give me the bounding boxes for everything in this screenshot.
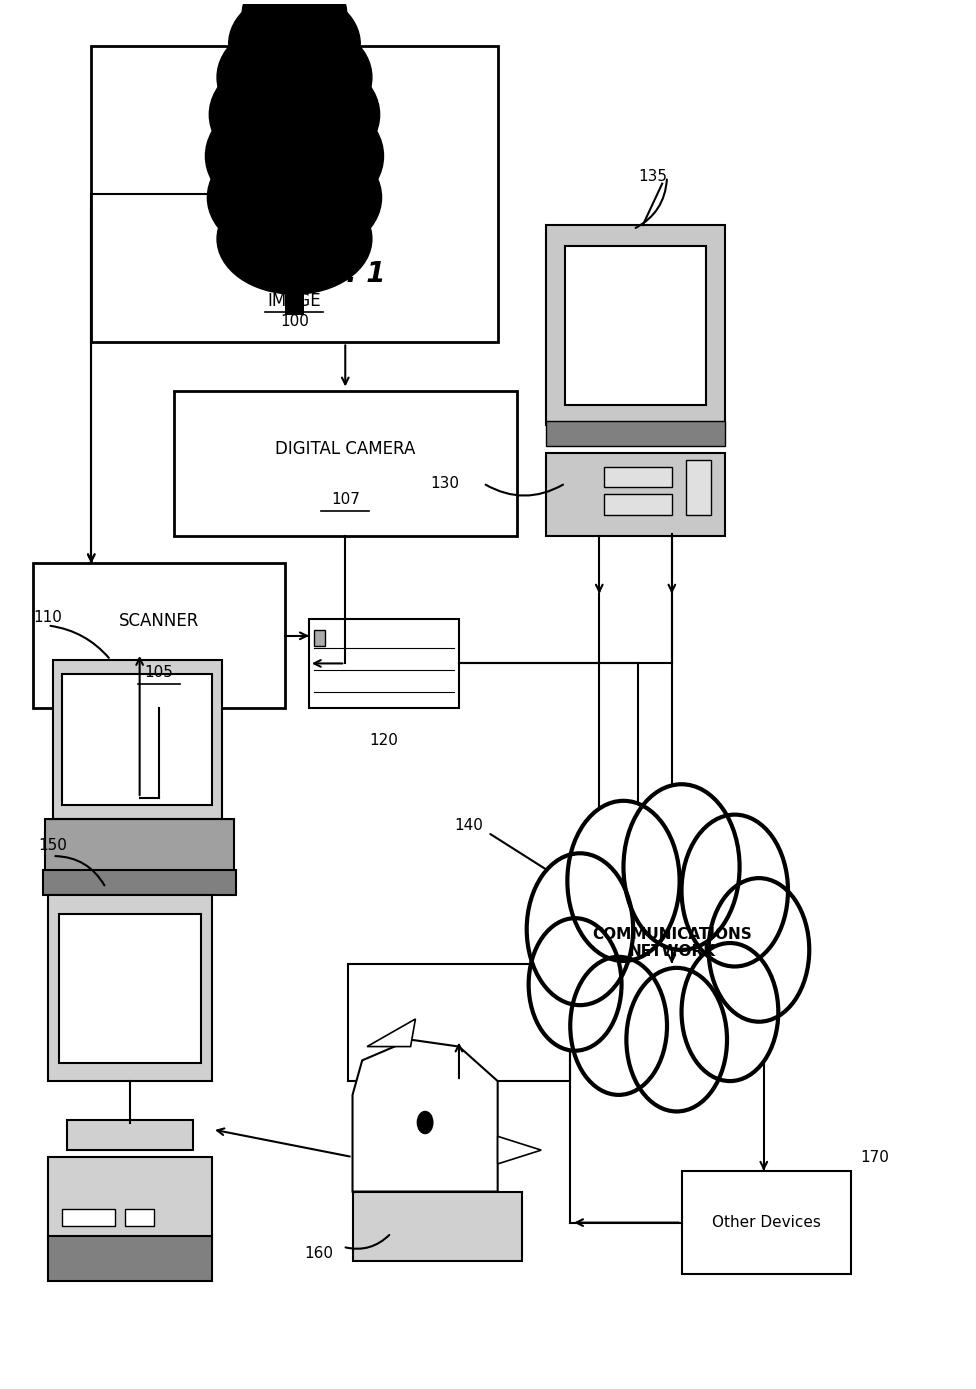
Circle shape (627, 968, 727, 1111)
Text: 100: 100 (280, 314, 309, 329)
Bar (546, 453, 725, 536)
Text: 110: 110 (33, 611, 62, 625)
Circle shape (570, 957, 667, 1095)
Bar (681, 1171, 851, 1274)
Bar (43, 870, 236, 895)
Polygon shape (498, 1136, 542, 1164)
Polygon shape (367, 1020, 416, 1046)
Circle shape (418, 1111, 432, 1133)
Circle shape (681, 814, 788, 967)
Circle shape (567, 801, 679, 961)
Text: SCANNER: SCANNER (119, 613, 199, 631)
Text: 170: 170 (861, 1150, 889, 1164)
Text: 160: 160 (305, 1246, 333, 1261)
Circle shape (527, 853, 633, 1006)
Bar (92, 46, 498, 343)
Bar (546, 225, 725, 425)
Text: FIG. 1: FIG. 1 (295, 260, 386, 288)
Text: 130: 130 (430, 476, 459, 490)
Text: DIGITAL CAMERA: DIGITAL CAMERA (275, 440, 416, 458)
Ellipse shape (209, 53, 380, 176)
Text: 140: 140 (454, 818, 483, 833)
Ellipse shape (217, 183, 372, 294)
Text: IMAGE: IMAGE (267, 292, 321, 310)
Bar (48, 1236, 212, 1281)
Bar (604, 467, 671, 488)
Bar (686, 460, 711, 515)
Bar (53, 660, 222, 818)
Text: 150: 150 (38, 839, 67, 853)
Bar (285, 253, 305, 315)
Bar (604, 494, 671, 515)
Ellipse shape (207, 135, 382, 260)
Bar (62, 674, 212, 806)
Bar (33, 564, 285, 708)
Bar (565, 246, 706, 404)
Circle shape (709, 878, 809, 1022)
Text: COMMUNICATIONS
NETWORK: COMMUNICATIONS NETWORK (592, 926, 752, 960)
Bar (60, 914, 201, 1063)
Circle shape (624, 785, 740, 950)
Bar (314, 629, 325, 646)
Bar (67, 1120, 193, 1150)
Bar (62, 1210, 115, 1226)
Ellipse shape (228, 0, 360, 97)
Text: 107: 107 (331, 492, 360, 507)
Circle shape (529, 918, 622, 1050)
Bar (174, 390, 517, 536)
Bar (125, 1210, 154, 1226)
Ellipse shape (205, 92, 384, 221)
Bar (347, 964, 570, 1081)
Ellipse shape (256, 0, 333, 24)
Polygon shape (352, 1040, 498, 1192)
Text: 105: 105 (144, 664, 174, 679)
Text: Other Devices: Other Devices (712, 1215, 821, 1231)
Ellipse shape (217, 19, 372, 135)
Text: 120: 120 (370, 733, 398, 749)
Bar (352, 1192, 522, 1261)
Circle shape (681, 943, 778, 1081)
Bar (546, 421, 725, 446)
Text: 135: 135 (638, 169, 667, 185)
Bar (48, 895, 212, 1081)
Ellipse shape (242, 0, 346, 58)
Bar (309, 618, 459, 708)
Bar (48, 1157, 212, 1240)
Bar (45, 818, 233, 874)
